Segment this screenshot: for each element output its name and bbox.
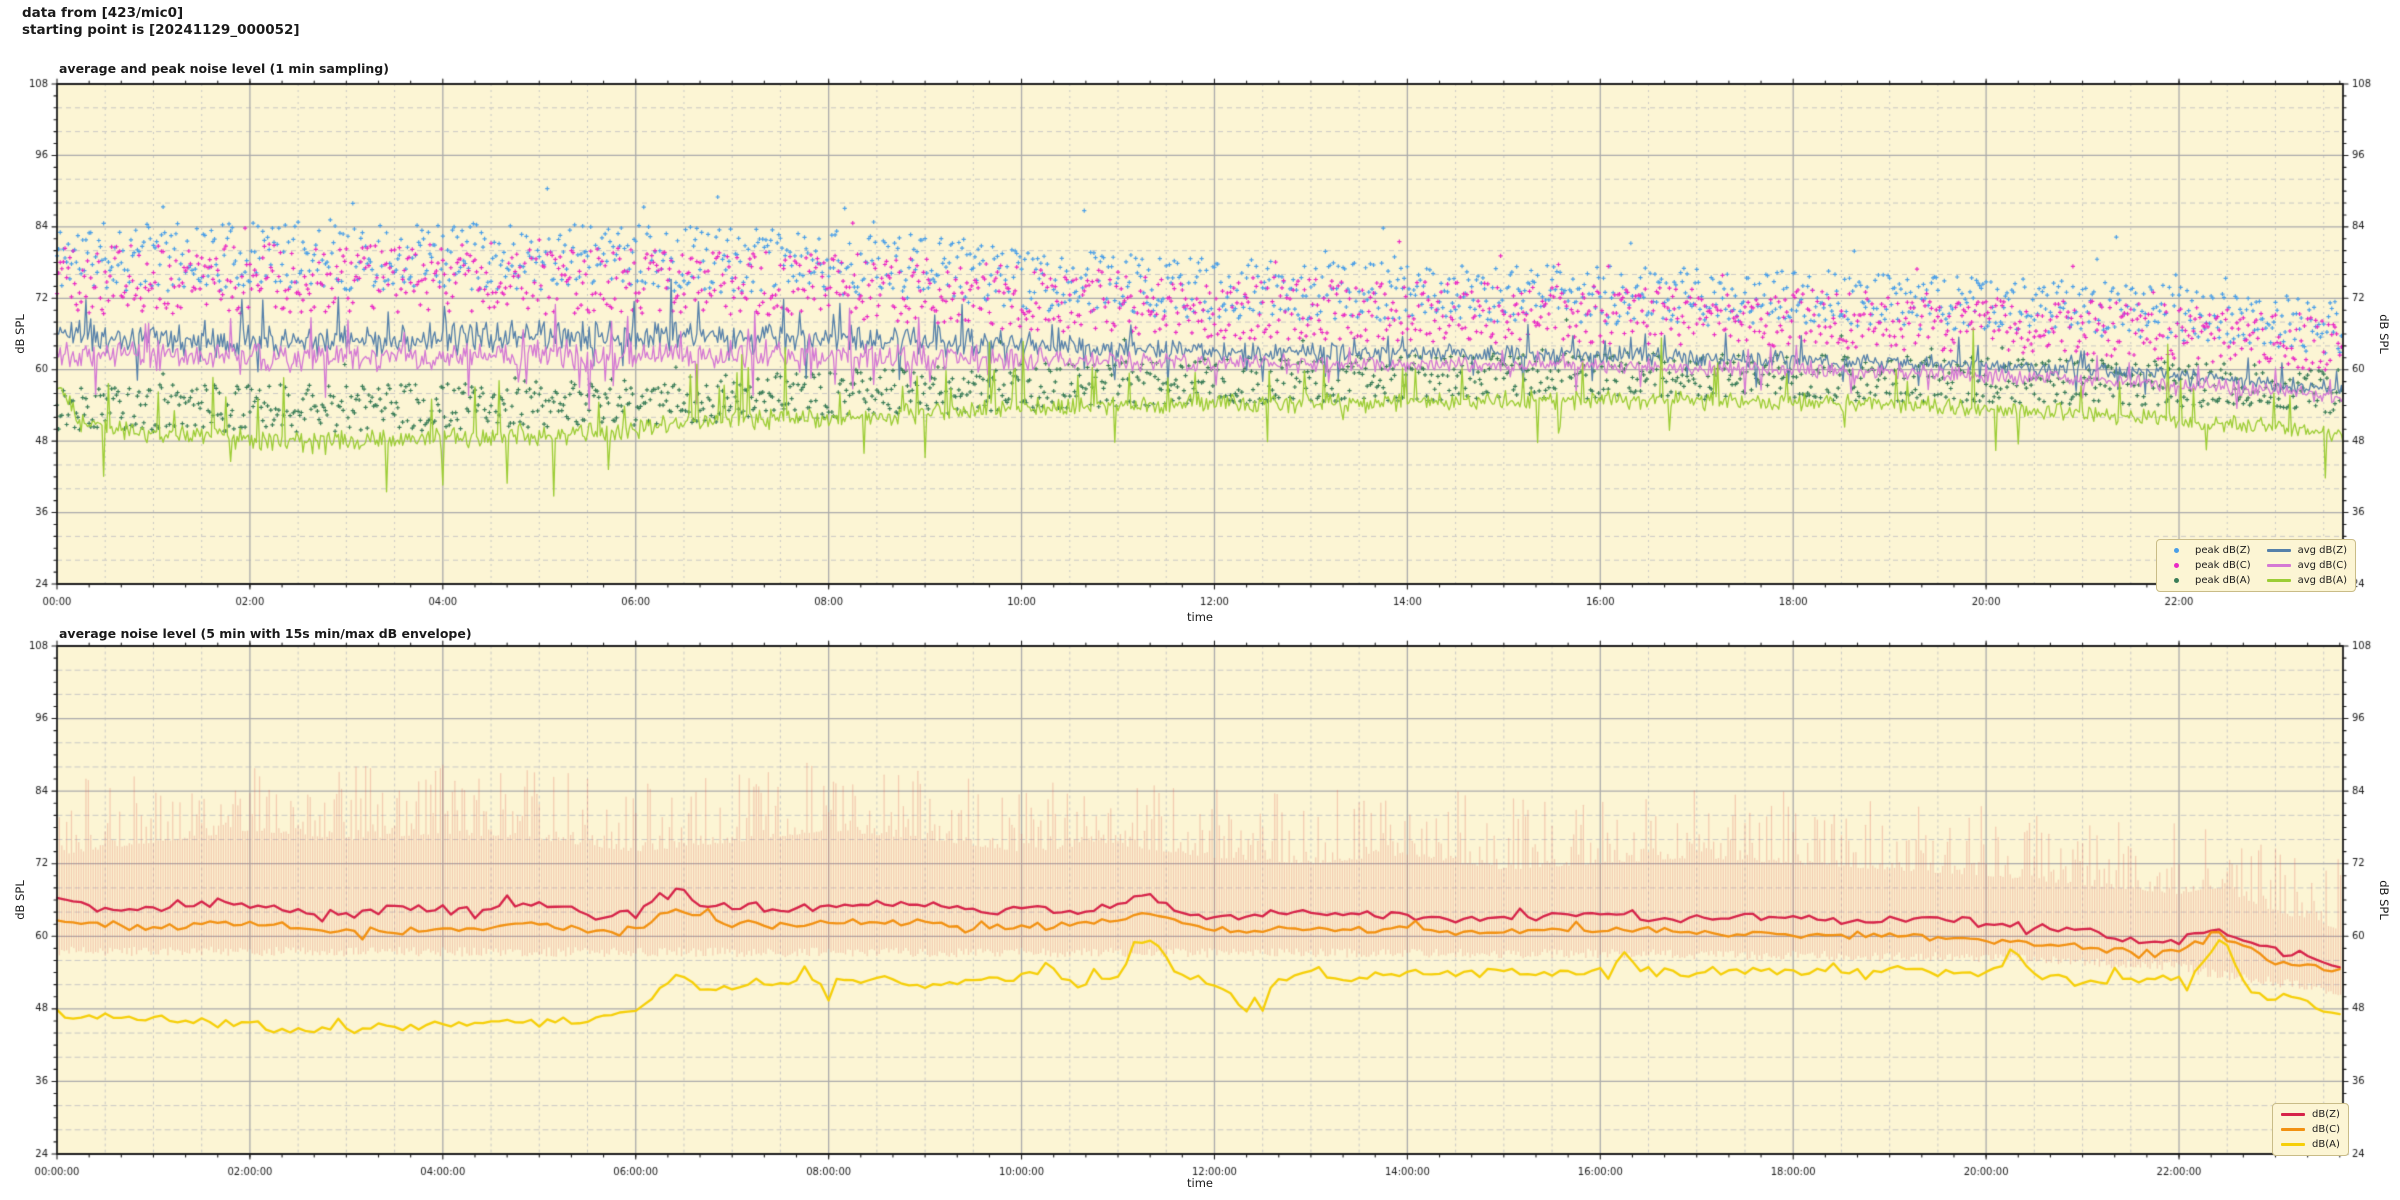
legend-entry: peak dB(C) (2165, 559, 2251, 572)
legend-label: peak dB(Z) (2195, 545, 2251, 556)
bottom-chart-legend: dB(Z) dB(C) dB(A) (2272, 1103, 2349, 1156)
legend-entry: peak dB(A) (2165, 574, 2251, 587)
legend-label: peak dB(C) (2195, 560, 2251, 571)
header-line-2: starting point is [20241129_000052] (22, 22, 300, 38)
legend-dot-marker (2174, 548, 2179, 553)
legend-entry: dB(Z) (2281, 1108, 2340, 1121)
top-chart-title: average and peak noise level (1 min samp… (59, 61, 389, 76)
legend-entry: dB(A) (2281, 1138, 2340, 1151)
legend-label: peak dB(A) (2195, 575, 2251, 586)
bottom-chart-ylabel-left: dB SPL (13, 880, 27, 920)
legend-label: avg dB(Z) (2297, 545, 2348, 556)
legend-entry: avg dB(Z) (2266, 544, 2348, 557)
legend-entry: dB(C) (2281, 1123, 2340, 1136)
legend-line-marker (2281, 1112, 2305, 1117)
legend-column: peak dB(Z) peak dB(C) peak dB(A) (2165, 544, 2251, 587)
legend-entry: peak dB(Z) (2165, 544, 2251, 557)
bottom-chart-xlabel: time (1187, 1176, 1213, 1190)
top-chart-ylabel-right: dB SPL (2377, 314, 2391, 354)
legend-label: dB(A) (2312, 1139, 2340, 1150)
legend-label: avg dB(C) (2297, 560, 2348, 571)
top-chart-xlabel: time (1187, 610, 1213, 624)
legend-entry: avg dB(A) (2266, 574, 2348, 587)
header-line-1: data from [423/mic0] (22, 5, 184, 21)
bottom-chart-title: average noise level (5 min with 15s min/… (59, 626, 472, 641)
legend-line-marker (2266, 578, 2291, 583)
legend-label: dB(Z) (2312, 1109, 2340, 1120)
legend-line-marker (2281, 1142, 2305, 1147)
legend-column: dB(Z) dB(C) dB(A) (2281, 1108, 2340, 1151)
legend-line-marker (2266, 548, 2291, 553)
bottom-chart-ylabel-right: dB SPL (2377, 880, 2391, 920)
legend-line-marker (2266, 563, 2291, 568)
legend-dot-marker (2174, 563, 2179, 568)
legend-label: avg dB(A) (2297, 575, 2348, 586)
figure-header: data from [423/mic0] starting point is [2… (22, 5, 300, 39)
top-chart-ylabel-left: dB SPL (13, 314, 27, 354)
legend-entry: avg dB(C) (2266, 559, 2348, 572)
legend-line-marker (2281, 1127, 2305, 1132)
top-chart-legend: peak dB(Z) peak dB(C) peak dB(A) avg dB(Z) a… (2156, 539, 2357, 592)
legend-dot-marker (2174, 578, 2179, 583)
legend-column: avg dB(Z) avg dB(C) avg dB(A) (2266, 544, 2348, 587)
legend-label: dB(C) (2312, 1124, 2340, 1135)
